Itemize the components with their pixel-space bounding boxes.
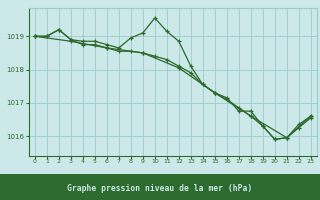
Text: Graphe pression niveau de la mer (hPa): Graphe pression niveau de la mer (hPa) (68, 184, 252, 193)
